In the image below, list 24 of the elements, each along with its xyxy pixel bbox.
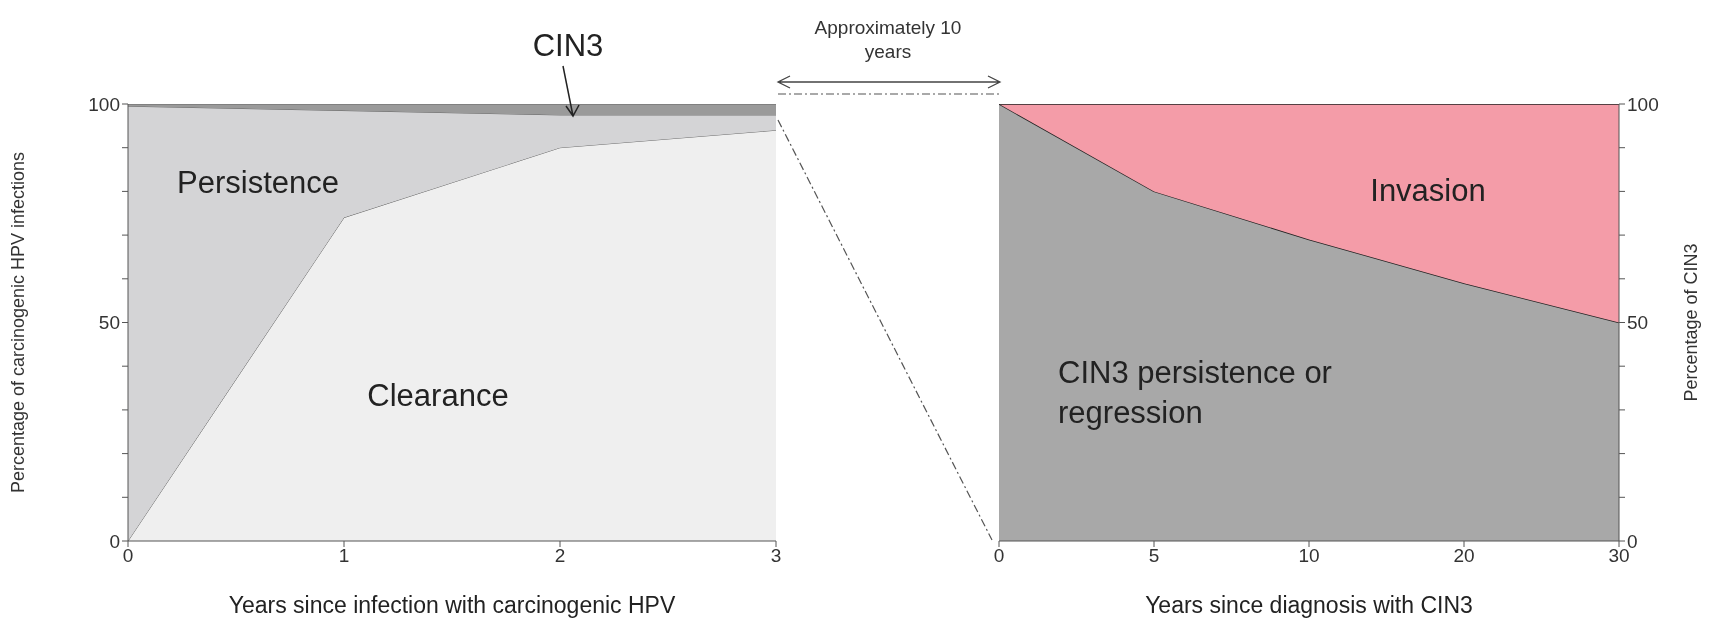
- series-label: Persistence: [176, 164, 340, 202]
- x-axis-title: Years since diagnosis with CIN3: [1145, 592, 1473, 618]
- x-tick-label: 5: [1148, 545, 1160, 567]
- x-tick-label: 20: [1453, 545, 1475, 567]
- y-axis-title: Percentage of CIN3: [1681, 243, 1702, 402]
- series-label: Invasion: [1369, 172, 1487, 210]
- y-tick-label: 100: [1627, 93, 1659, 115]
- series-label: Clearance: [366, 377, 510, 415]
- y-tick-label: 50: [98, 312, 120, 334]
- text: Approximately 10 years: [813, 16, 963, 64]
- series-label: CIN3: [531, 27, 605, 65]
- x-axis-title: Years since infection with carcinogenic HPV: [228, 592, 676, 618]
- y-tick-label: 0: [1627, 530, 1638, 552]
- y-axis-title: Percentage of carcinogenic HPV infections: [8, 151, 29, 494]
- x-tick-label: 2: [554, 545, 566, 567]
- x-tick-label: 10: [1298, 545, 1320, 567]
- x-tick-label: 0: [993, 545, 1005, 567]
- x-tick-label: 1: [338, 545, 350, 567]
- x-tick-label: 3: [770, 545, 782, 567]
- x-tick-label: 0: [122, 545, 134, 567]
- series-label: CIN3 persistence or regression: [1058, 354, 1333, 432]
- y-tick-label: 50: [1627, 312, 1649, 334]
- y-tick-label: 0: [109, 530, 120, 552]
- y-tick-label: 100: [88, 93, 120, 115]
